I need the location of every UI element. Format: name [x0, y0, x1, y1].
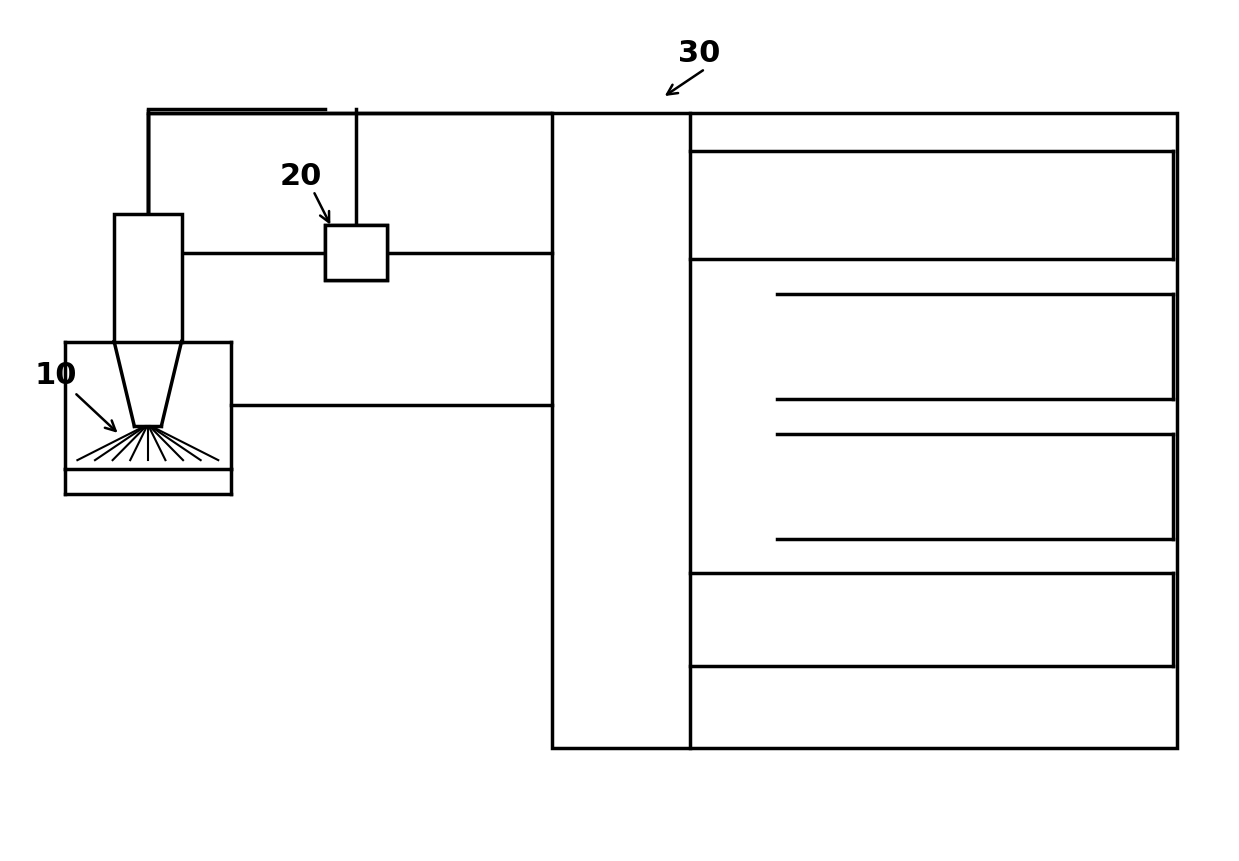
Text: 10: 10 — [35, 361, 77, 390]
Bar — [553, 113, 1177, 748]
Bar — [326, 225, 387, 280]
Text: 30: 30 — [678, 39, 720, 68]
Bar — [326, 225, 387, 280]
Bar — [114, 214, 182, 342]
Text: 20: 20 — [280, 162, 322, 191]
